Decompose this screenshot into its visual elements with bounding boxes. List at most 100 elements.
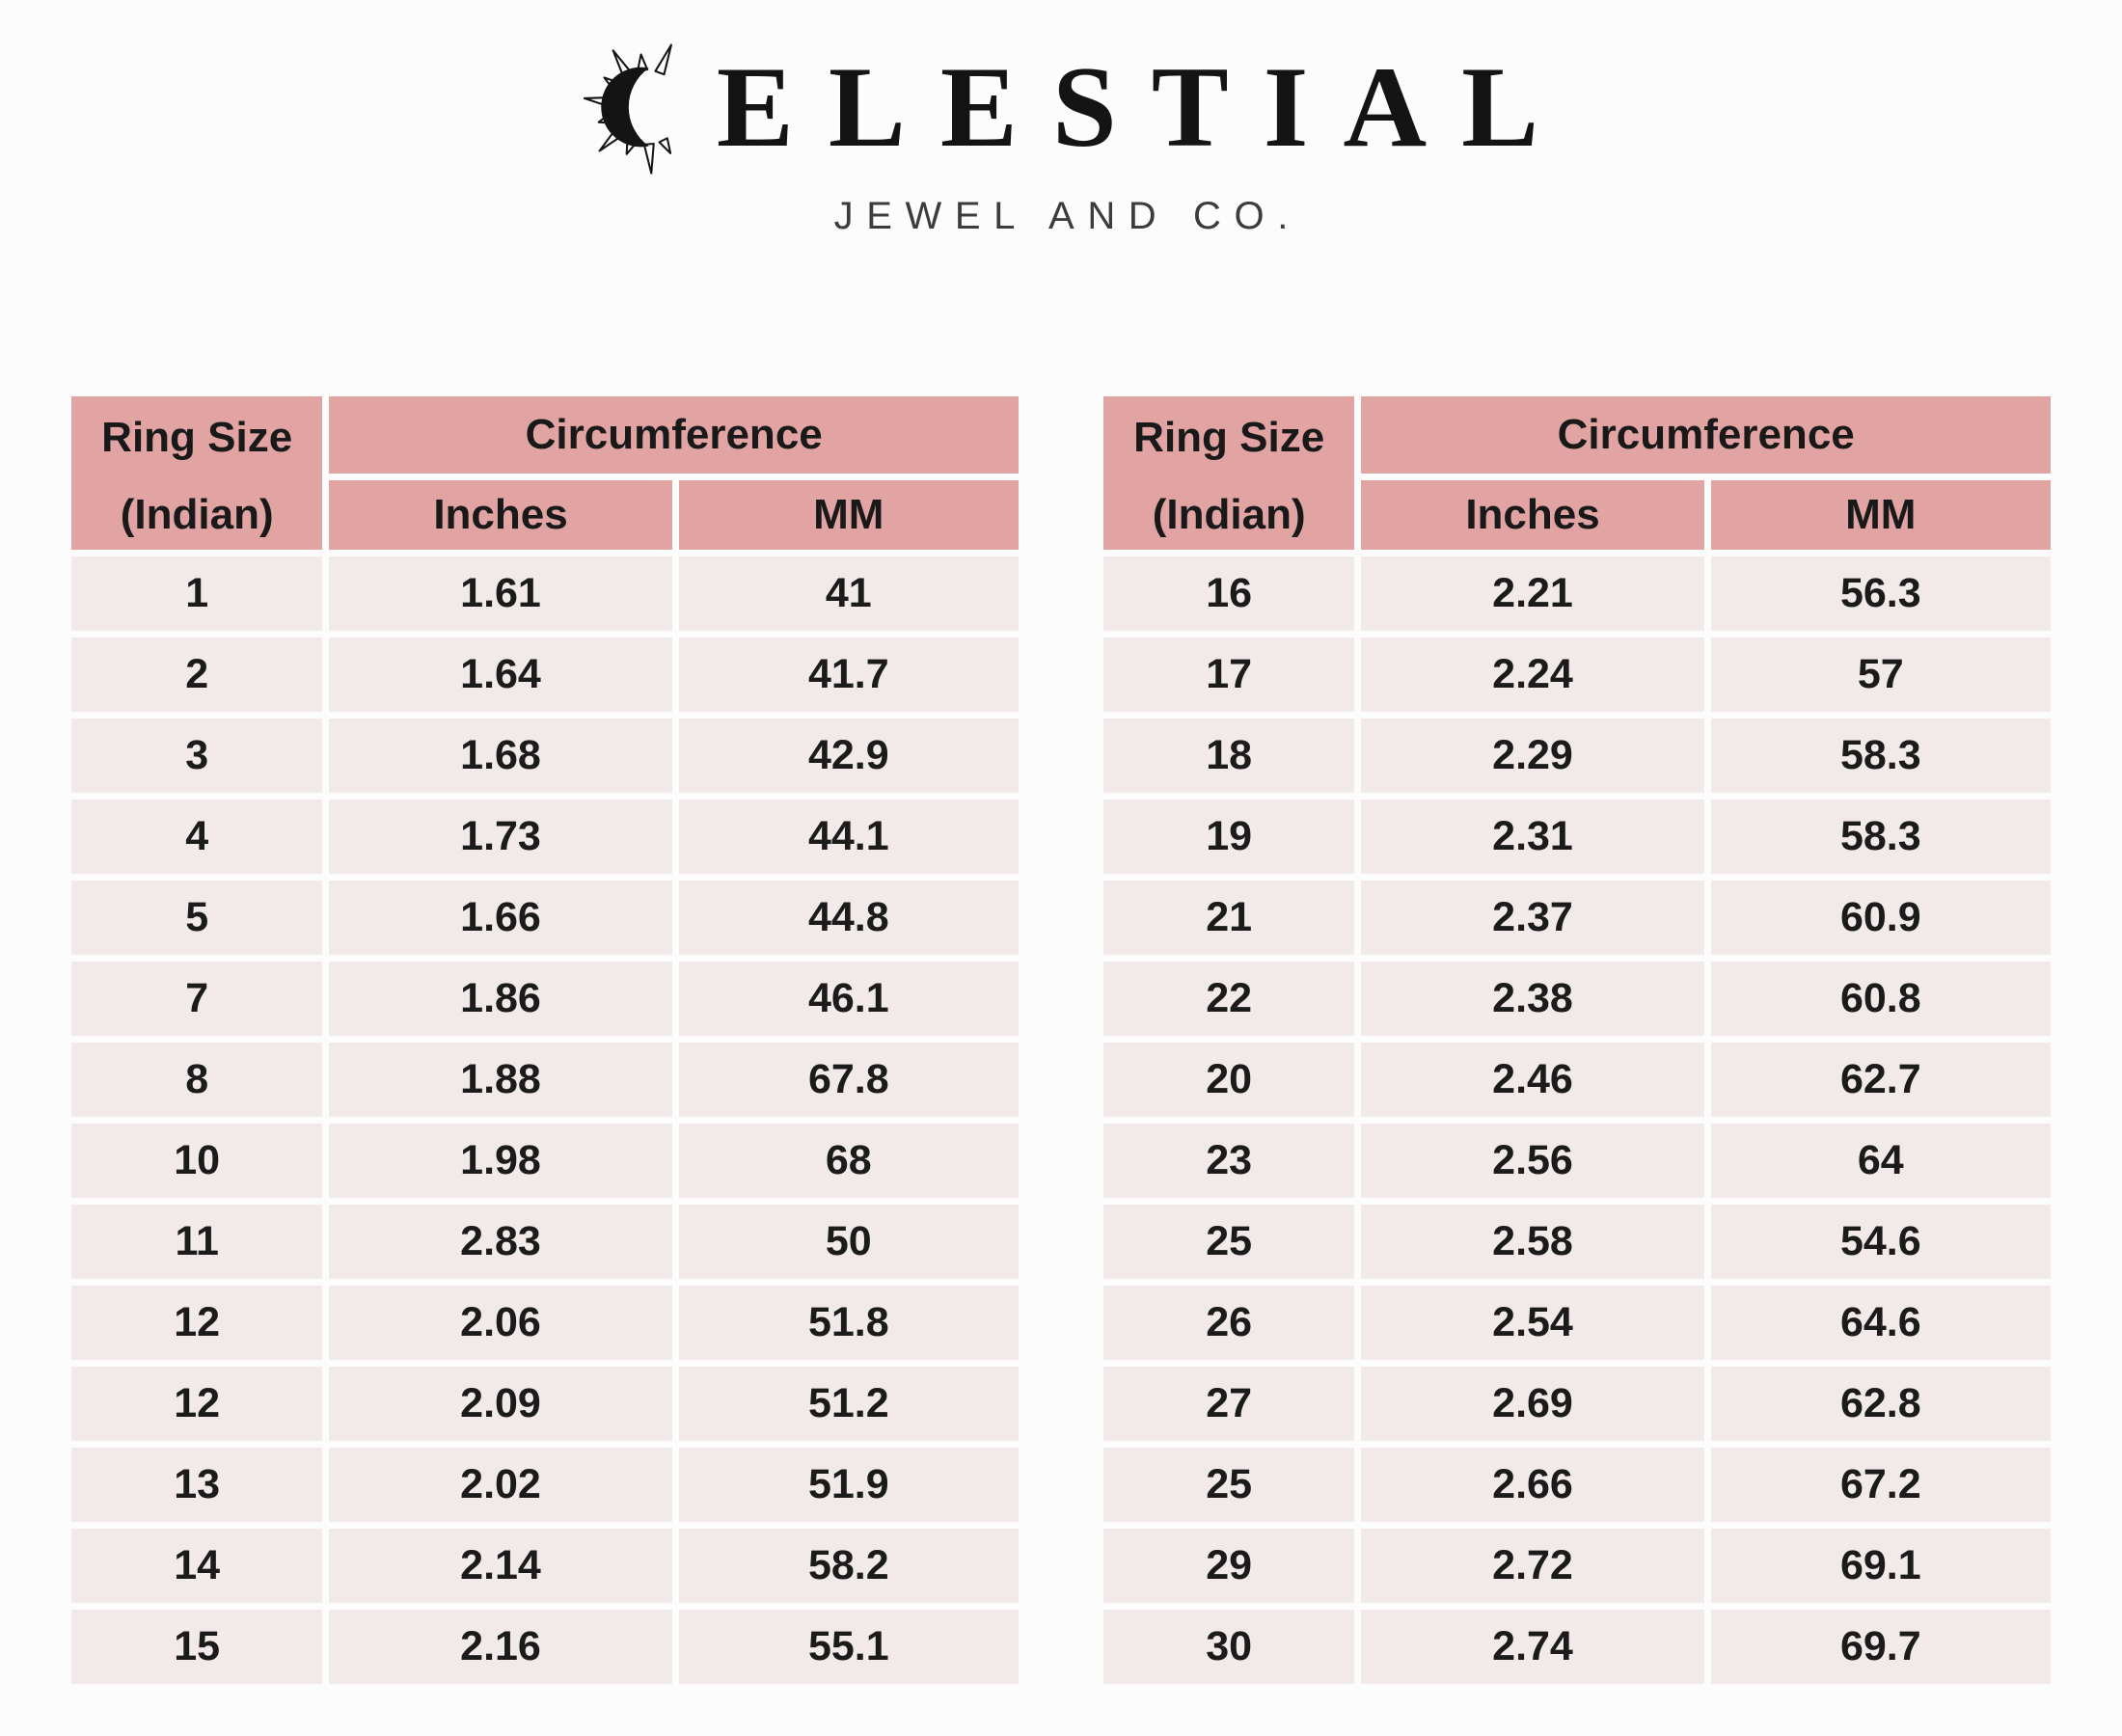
table-cell: 12	[71, 1286, 323, 1360]
table-cell: 41.7	[678, 637, 1019, 712]
table-cell: 1.61	[329, 556, 672, 631]
table-cell: 67.8	[678, 1043, 1019, 1117]
table-cell: 2.54	[1361, 1286, 1704, 1360]
table-cell: 30	[1103, 1610, 1355, 1684]
table-cell: 2.58	[1361, 1205, 1704, 1279]
crescent-sun-icon	[583, 43, 672, 175]
table-cell: 2.06	[329, 1286, 672, 1360]
table-cell: 10	[71, 1124, 323, 1198]
table-cell: 2.21	[1361, 556, 1704, 631]
table-cell: 56.3	[1710, 556, 2051, 631]
table-cell: 29	[1103, 1529, 1355, 1603]
table-cell: 2.24	[1361, 637, 1704, 712]
table-cell: 67.2	[1710, 1448, 2051, 1522]
table-cell: 51.8	[678, 1286, 1019, 1360]
circumference-header: Circumference	[1361, 396, 2051, 474]
table-cell: 11	[71, 1205, 323, 1279]
table-cell: 26	[1103, 1286, 1355, 1360]
table-cell: 2.02	[329, 1448, 672, 1522]
table-cell: 15	[71, 1610, 323, 1684]
table-cell: 14	[71, 1529, 323, 1603]
table-cell: 2.38	[1361, 962, 1704, 1036]
brand-tagline: JEWEL AND CO.	[833, 195, 1301, 237]
table-cell: 64	[1710, 1124, 2051, 1198]
table-cell: 1.98	[329, 1124, 672, 1198]
table-cell: 51.9	[678, 1448, 1019, 1522]
table-cell: 2.14	[329, 1529, 672, 1603]
table-cell: 25	[1103, 1205, 1355, 1279]
table-cell: 4	[71, 800, 323, 874]
table-cell: 2.74	[1361, 1610, 1704, 1684]
ring-size-header: Ring Size (Indian)	[1103, 396, 1355, 550]
brand-name-text: ELESTIAL	[716, 42, 1574, 171]
table-cell: 2.69	[1361, 1367, 1704, 1441]
table-cell: 3	[71, 719, 323, 793]
table-cell: 69.1	[1710, 1529, 2051, 1603]
table-cell: 1.86	[329, 962, 672, 1036]
table-cell: 8	[71, 1043, 323, 1117]
table-cell: 57	[1710, 637, 2051, 712]
table-cell: 7	[71, 962, 323, 1036]
table-cell: 64.6	[1710, 1286, 2051, 1360]
table-cell: 1	[71, 556, 323, 631]
table-cell: 42.9	[678, 719, 1019, 793]
table-cell: 1.68	[329, 719, 672, 793]
table-cell: 1.64	[329, 637, 672, 712]
table-cell: 55.1	[678, 1610, 1019, 1684]
ring-size-header-line2: (Indian)	[120, 490, 274, 538]
inches-header: Inches	[1361, 480, 1704, 550]
ring-size-header: Ring Size (Indian)	[71, 396, 323, 550]
table-cell: 1.73	[329, 800, 672, 874]
ring-size-header-line1: Ring Size	[101, 414, 293, 461]
table-cell: 41	[678, 556, 1019, 631]
ring-size-header-line2: (Indian)	[1152, 490, 1306, 538]
table-cell: 18	[1103, 719, 1355, 793]
table-cell: 27	[1103, 1367, 1355, 1441]
table-cell: 69.7	[1710, 1610, 2051, 1684]
table-cell: 58.3	[1710, 800, 2051, 874]
table-cell: 60.8	[1710, 962, 2051, 1036]
ring-size-table-right: Ring Size (Indian) Circumference Inches …	[1103, 396, 2051, 1684]
table-cell: 17	[1103, 637, 1355, 712]
table-cell: 2.46	[1361, 1043, 1704, 1117]
table-cell: 2	[71, 637, 323, 712]
table-cell: 13	[71, 1448, 323, 1522]
table-cell: 22	[1103, 962, 1355, 1036]
table-cell: 46.1	[678, 962, 1019, 1036]
size-tables-section: Ring Size (Indian) Circumference Inches …	[0, 396, 2122, 1684]
ring-size-chart-page: ELESTIAL JEWEL AND CO. Ring Size (Indian…	[0, 0, 2122, 1684]
table-cell: 12	[71, 1367, 323, 1441]
table-cell: 54.6	[1710, 1205, 2051, 1279]
table-cell: 2.09	[329, 1367, 672, 1441]
table-cell: 50	[678, 1205, 1019, 1279]
brand-wordmark: ELESTIAL	[0, 39, 2122, 176]
table-header: Ring Size (Indian) Circumference Inches …	[1103, 396, 2051, 550]
table-cell: 25	[1103, 1448, 1355, 1522]
table-cell: 62.8	[1710, 1367, 2051, 1441]
table-cell: 19	[1103, 800, 1355, 874]
table-body: 1 1.61 41 2 1.64 41.7 3 1.68 42.9 4 1.73 44.1 5 1.66 4…	[71, 556, 1019, 1684]
table-cell: 2.56	[1361, 1124, 1704, 1198]
table-cell: 58.2	[678, 1529, 1019, 1603]
brand-logo: ELESTIAL JEWEL AND CO.	[0, 0, 2122, 238]
table-cell: 21	[1103, 881, 1355, 955]
table-header: Ring Size (Indian) Circumference Inches …	[71, 396, 1019, 550]
table-cell: 1.88	[329, 1043, 672, 1117]
table-cell: 5	[71, 881, 323, 955]
table-cell: 2.29	[1361, 719, 1704, 793]
circumference-header: Circumference	[329, 396, 1019, 474]
table-cell: 58.3	[1710, 719, 2051, 793]
table-cell: 16	[1103, 556, 1355, 631]
ring-size-header-line1: Ring Size	[1133, 414, 1325, 461]
table-cell: 2.31	[1361, 800, 1704, 874]
inches-header: Inches	[329, 480, 672, 550]
table-cell: 2.16	[329, 1610, 672, 1684]
table-cell: 2.83	[329, 1205, 672, 1279]
table-cell: 51.2	[678, 1367, 1019, 1441]
table-cell: 2.37	[1361, 881, 1704, 955]
mm-header: MM	[678, 480, 1019, 550]
table-cell: 23	[1103, 1124, 1355, 1198]
table-cell: 20	[1103, 1043, 1355, 1117]
table-cell: 68	[678, 1124, 1019, 1198]
table-cell: 44.1	[678, 800, 1019, 874]
